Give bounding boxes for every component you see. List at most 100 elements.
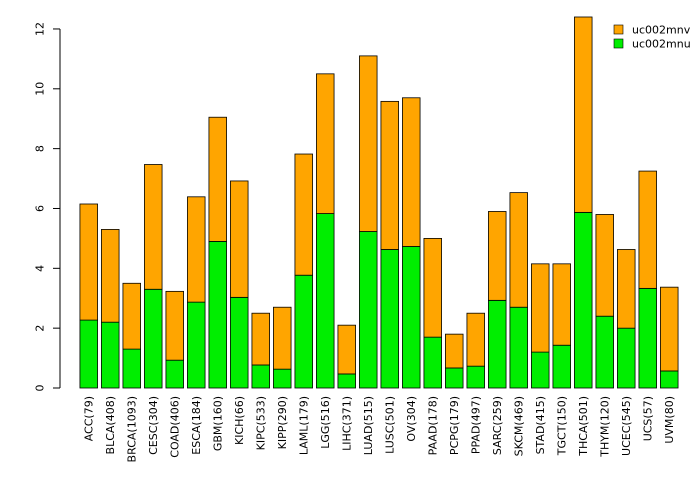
x-tick-label: BRCA(1093) — [125, 396, 138, 462]
x-tick-label: GBM(160) — [211, 396, 224, 451]
x-axis-labels: ACC(79) BLCA(408) BRCA(1093) CESC(304) COAD(… — [82, 396, 676, 462]
bar-uc002mnu-23 — [574, 211, 593, 389]
x-tick-label: UVM(80) — [663, 396, 676, 444]
y-tick-label: 2 — [34, 325, 47, 332]
bar-uc002mnv-4 — [165, 290, 184, 361]
x-tick-label: KIPC(533) — [254, 396, 267, 450]
bar-uc002mnv-7 — [230, 180, 249, 298]
x-tick-label: ESCA(184) — [190, 396, 203, 455]
bar-uc002mnu-27 — [660, 370, 679, 389]
bar-uc002mnu-9 — [273, 368, 292, 389]
bar-uc002mnu-10 — [294, 274, 313, 389]
bar-uc002mnv-18 — [466, 312, 485, 367]
x-tick-label: THCA(501) — [577, 396, 590, 457]
y-tick-label: 6 — [34, 205, 47, 212]
bar-uc002mnu-24 — [595, 315, 614, 389]
legend-swatch-uc002mnu — [613, 38, 624, 49]
bar-uc002mnu-21 — [531, 351, 550, 389]
bar-uc002mnv-25 — [617, 249, 636, 329]
y-tick-label: 0 — [34, 385, 47, 392]
x-tick-label: CESC(304) — [147, 396, 160, 455]
bar-uc002mnv-9 — [273, 306, 292, 370]
bar-uc002mnv-21 — [531, 263, 550, 353]
x-tick-label: KIPP(290) — [276, 396, 289, 449]
bar-uc002mnv-2 — [122, 282, 141, 350]
bar-uc002mnv-19 — [488, 211, 507, 301]
x-tick-label: LAML(179) — [297, 396, 310, 455]
bar-uc002mnv-26 — [638, 170, 657, 289]
bar-uc002mnu-15 — [402, 246, 421, 389]
x-tick-label: COAD(406) — [168, 396, 181, 458]
x-tick-label: PPAD(497) — [469, 396, 482, 454]
bar-uc002mnv-8 — [251, 312, 270, 366]
bar-uc002mnv-20 — [509, 192, 528, 308]
bar-uc002mnu-13 — [359, 231, 378, 389]
bar-uc002mnv-6 — [208, 116, 227, 242]
x-tick-label: LGG(516) — [319, 396, 332, 449]
bar-uc002mnu-3 — [144, 288, 163, 389]
x-tick-label: LIHC(371) — [340, 396, 353, 451]
bar-uc002mnv-27 — [660, 286, 679, 372]
x-tick-label: TGCT(150) — [555, 396, 568, 456]
bar-uc002mnu-12 — [337, 373, 356, 389]
x-tick-label: LUSC(501) — [383, 396, 396, 454]
bar-uc002mnu-22 — [552, 344, 571, 389]
bar-uc002mnu-17 — [445, 367, 464, 389]
x-tick-label: BLCA(408) — [104, 396, 117, 454]
y-tick-label: 8 — [34, 145, 47, 152]
y-tick-label: 10 — [34, 82, 47, 96]
x-tick-label: ACC(79) — [82, 396, 95, 441]
legend-label-uc002mnv: uc002mnv — [632, 24, 691, 37]
x-tick-label: SARC(259) — [491, 396, 504, 455]
bar-uc002mnu-11 — [316, 213, 335, 389]
bar-uc002mnv-10 — [294, 153, 313, 276]
bar-uc002mnu-6 — [208, 240, 227, 389]
bar-uc002mnv-15 — [402, 97, 421, 247]
bar-uc002mnu-8 — [251, 364, 270, 389]
bars — [79, 16, 679, 389]
x-tick-label: UCS(57) — [641, 396, 654, 441]
x-tick-label: PAAD(178) — [426, 396, 439, 455]
x-tick-label: PCPG(179) — [448, 396, 461, 455]
bar-uc002mnu-1 — [101, 321, 120, 389]
bar-uc002mnu-18 — [466, 365, 485, 389]
bar-uc002mnu-7 — [230, 296, 249, 389]
y-tick-label: 12 — [34, 22, 47, 36]
bar-uc002mnv-3 — [144, 164, 163, 290]
bar-uc002mnv-13 — [359, 55, 378, 232]
bar-uc002mnu-2 — [122, 348, 141, 389]
bar-uc002mnu-0 — [79, 319, 98, 389]
x-tick-label: STAD(415) — [534, 396, 547, 454]
bar-uc002mnv-0 — [79, 203, 98, 321]
bar-uc002mnu-19 — [488, 299, 507, 389]
bar-uc002mnv-23 — [574, 16, 593, 213]
bar-uc002mnv-24 — [595, 214, 614, 317]
bar-uc002mnv-16 — [423, 237, 442, 338]
legend-label-uc002mnu: uc002mnu — [632, 38, 691, 51]
bar-uc002mnu-25 — [617, 327, 636, 389]
bar-uc002mnu-4 — [165, 359, 184, 389]
bar-uc002mnu-14 — [380, 249, 399, 389]
x-tick-label: SKCM(469) — [512, 396, 525, 456]
bar-uc002mnu-26 — [638, 287, 657, 389]
y-axis: 0 2 4 6 8 10 12 — [34, 22, 61, 392]
x-tick-label: OV(304) — [405, 396, 418, 442]
bar-uc002mnu-5 — [187, 301, 206, 389]
x-tick-label: UCEC(545) — [620, 396, 633, 456]
bar-uc002mnv-5 — [187, 196, 206, 303]
bar-uc002mnu-16 — [423, 336, 442, 389]
y-tick-label: 4 — [34, 265, 47, 272]
bar-uc002mnv-22 — [552, 263, 571, 346]
legend-swatch-uc002mnv — [613, 24, 624, 35]
x-tick-label: KICH(66) — [233, 396, 246, 445]
bar-uc002mnv-11 — [316, 73, 335, 214]
bar-uc002mnv-1 — [101, 229, 120, 323]
bar-uc002mnv-14 — [380, 100, 399, 250]
x-tick-label: LUAD(515) — [362, 396, 375, 455]
bar-uc002mnv-17 — [445, 333, 464, 369]
x-tick-label: THYM(120) — [598, 396, 611, 458]
bar-uc002mnv-12 — [337, 324, 356, 375]
bar-uc002mnu-20 — [509, 306, 528, 389]
